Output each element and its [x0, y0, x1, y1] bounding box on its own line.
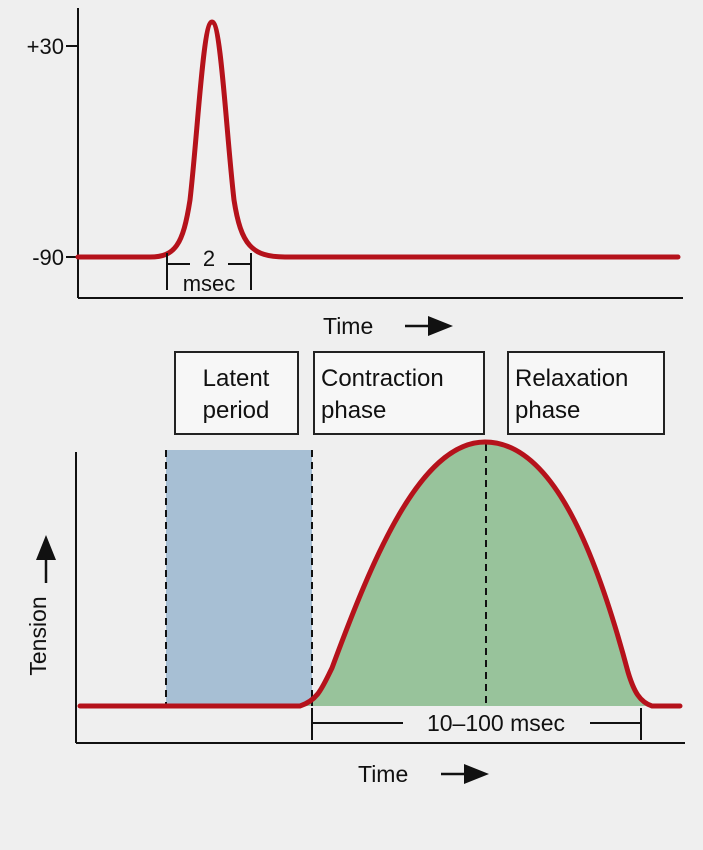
ap-x-label: Time — [323, 313, 373, 339]
relaxation-phase-line2: phase — [515, 397, 580, 424]
contraction-phase-box — [313, 351, 485, 435]
relaxation-phase-box — [507, 351, 665, 435]
ap-y-tick-top-label: +30 — [27, 34, 64, 59]
twitch-y-label: Tension — [25, 596, 51, 675]
contraction-phase-line2: phase — [321, 397, 386, 424]
ap-duration-bracket: 2 msec — [166, 246, 252, 296]
twitch-duration-label: 10–100 msec — [427, 710, 565, 736]
twitch-tension-area — [300, 442, 652, 706]
latent-period-line2: period — [203, 397, 270, 424]
twitch-x-label: Time — [358, 761, 408, 787]
latent-period-region — [166, 450, 312, 706]
twitch-panel: Latent period Contraction phase Relaxati… — [25, 351, 685, 787]
ap-y-tick-bottom-label: -90 — [32, 245, 64, 270]
contraction-phase-line1: Contraction — [321, 365, 444, 392]
twitch-duration-bracket: 10–100 msec — [311, 708, 642, 740]
ap-duration-unit: msec — [183, 271, 236, 296]
action-potential-curve — [75, 19, 681, 260]
twitch-tension-curve — [77, 439, 683, 709]
latent-period-line1: Latent — [203, 365, 270, 392]
action-potential-panel: +30 -90 2 msec Time — [27, 8, 683, 339]
latent-period-box — [174, 351, 299, 435]
relaxation-phase-line1: Relaxation — [515, 365, 628, 392]
ap-duration-value: 2 — [203, 246, 215, 271]
